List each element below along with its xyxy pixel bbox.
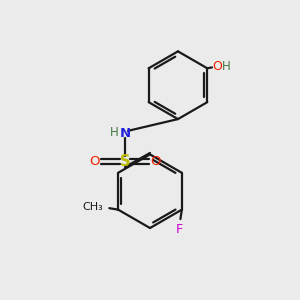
Text: O: O <box>151 155 161 168</box>
Text: O: O <box>89 155 99 168</box>
Text: F: F <box>176 223 182 236</box>
Text: H: H <box>221 60 230 73</box>
Text: O: O <box>213 60 223 73</box>
Text: N: N <box>119 127 130 140</box>
Text: CH₃: CH₃ <box>83 202 104 212</box>
Text: S: S <box>120 154 130 169</box>
Text: H: H <box>110 126 119 139</box>
